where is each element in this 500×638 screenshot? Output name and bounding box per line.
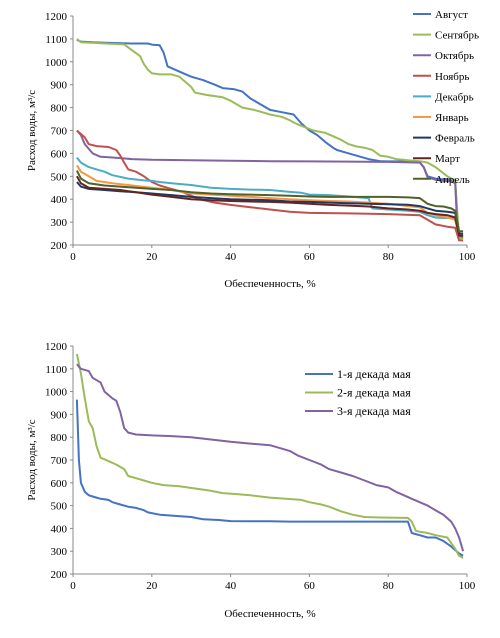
y-tick-label: 700 (51, 455, 68, 467)
y-tick-label: 200 (51, 240, 68, 252)
x-axis-title: Обеспеченность, % (224, 608, 315, 620)
series-line-2 (76, 38, 464, 240)
legend-label: 3-я декада мая (337, 404, 411, 418)
legend-label: Ноябрь (435, 71, 469, 83)
x-tick-label: 0 (70, 580, 76, 592)
x-tick-label: 0 (70, 251, 76, 263)
y-tick-label: 500 (51, 171, 68, 183)
y-tick-label: 700 (51, 126, 68, 138)
y-tick-label: 300 (51, 217, 68, 229)
series-line-2 (75, 353, 464, 559)
chart-1: 200 300 400 500 600 700 800 900 1000 1100 1200 0 20 4… (26, 9, 479, 290)
legend-label: 1-я декада мая (337, 367, 411, 381)
legend-label: Февраль (435, 133, 475, 145)
y-axis-title: Расход воды, м³/с (26, 419, 38, 500)
y-tick-label: 800 (51, 103, 68, 115)
y-tick-label: 1000 (45, 57, 68, 69)
legend: Август Сентябрь Октябрь Ноябрь Декабрь Январь… (413, 9, 479, 186)
y-tick-label: 600 (51, 148, 68, 160)
y-tick-label: 600 (51, 478, 68, 490)
x-tick-label: 100 (459, 580, 476, 592)
y-tick-label: 300 (51, 546, 68, 558)
series-line-8 (76, 175, 464, 237)
y-axis-title: Расход воды, м³/с (26, 90, 38, 171)
x-tick-label: 60 (304, 251, 316, 263)
x-tick-label: 100 (459, 251, 476, 263)
y-tick-label: 1000 (45, 387, 68, 399)
series-line-9 (76, 170, 464, 233)
y-tick-label: 1200 (45, 341, 68, 353)
x-axis-title: Обеспеченность, % (224, 278, 315, 290)
legend-label: Август (435, 9, 468, 21)
x-tick-label: 60 (304, 580, 316, 592)
x-tick-label: 20 (146, 251, 158, 263)
legend-label: Октябрь (435, 50, 474, 62)
series-line-3 (76, 129, 464, 238)
x-tick-label: 20 (146, 580, 158, 592)
series-line-3 (76, 363, 465, 552)
y-tick-label: 400 (51, 523, 68, 535)
legend-label: Декабрь (435, 91, 474, 103)
series-line-1 (75, 399, 464, 557)
y-tick-label: 900 (51, 80, 68, 92)
y-tick-label: 900 (51, 409, 68, 421)
series-line-5 (76, 156, 464, 237)
legend-label: Январь (435, 112, 469, 124)
x-tick-label: 80 (383, 251, 395, 263)
legend: 1-я декада мая 2-я декада мая 3-я декада м… (305, 367, 411, 418)
y-tick-label: 500 (51, 501, 68, 513)
y-tick-label: 800 (51, 432, 68, 444)
legend-label: Апрель (435, 174, 470, 186)
x-tick-label: 80 (383, 580, 395, 592)
y-tick-label: 400 (51, 194, 68, 206)
chart-2: 200 300 400 500 600 700 800 900 1000 1100 1200 0 20 4… (26, 341, 476, 620)
legend-label: 2-я декада мая (337, 386, 411, 400)
y-tick-label: 1100 (45, 34, 67, 46)
legend-label: Март (435, 153, 460, 165)
legend-label: Сентябрь (435, 30, 479, 42)
x-tick-label: 40 (225, 580, 237, 592)
y-tick-label: 1200 (45, 11, 68, 23)
x-tick-label: 40 (225, 251, 237, 263)
y-tick-label: 1100 (45, 364, 67, 376)
y-tick-label: 200 (51, 569, 68, 581)
